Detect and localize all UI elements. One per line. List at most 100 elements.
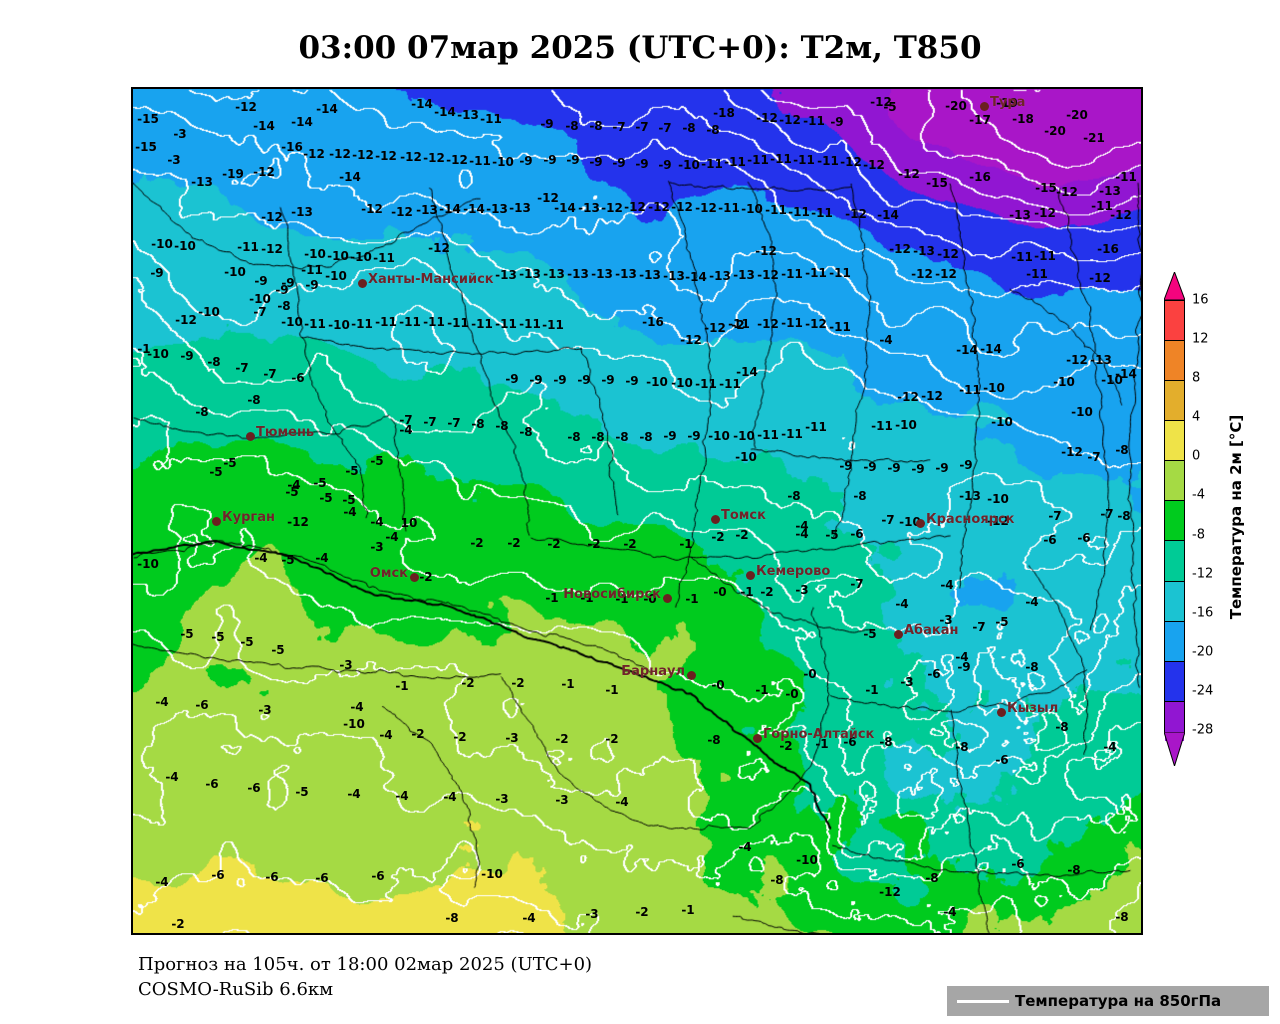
temperature-value-label: -12 xyxy=(175,313,197,327)
colorbar-over-arrow xyxy=(1163,270,1186,301)
temperature-value-label: -11 xyxy=(770,152,792,166)
temperature-value-label: -9 xyxy=(180,349,194,363)
temperature-value-label: -10 xyxy=(735,450,757,464)
temperature-value-label: -7 xyxy=(399,413,413,427)
temperature-value-label: -2 xyxy=(555,732,569,746)
temperature-value-label: -4 xyxy=(615,795,629,809)
temperature-value-label: -15 xyxy=(1035,181,1057,195)
temperature-value-label: -12 xyxy=(261,210,283,224)
temperature-value-label: -11 xyxy=(423,315,445,329)
temperature-value-label: -11 xyxy=(781,267,803,281)
temperature-value-label: -5 xyxy=(285,485,299,499)
temperature-value-label: -11 xyxy=(701,157,723,171)
temperature-value-label: -11 xyxy=(728,317,750,331)
temperature-value-label: -8 xyxy=(1025,660,1039,674)
temperature-value-label: -11 xyxy=(375,315,397,329)
temperature-value-label: -21 xyxy=(1083,131,1105,145)
temperature-value-label: -11 xyxy=(757,428,779,442)
temperature-value-label: -13 xyxy=(291,205,313,219)
temperature-value-label: -3 xyxy=(167,153,181,167)
temperature-value-label: -1 xyxy=(740,585,754,599)
temperature-value-label: -12 xyxy=(937,247,959,261)
temperature-value-label: -13 xyxy=(1090,353,1112,367)
temperature-value-label: -11 xyxy=(695,377,717,391)
temperature-value-label: -10 xyxy=(147,347,169,361)
temperature-value-label: -5 xyxy=(223,456,237,470)
temperature-value-label: -2 xyxy=(411,727,425,741)
temperature-value-label: -4 xyxy=(795,519,809,533)
temperature-value-label: -12 xyxy=(375,149,397,163)
temperature-value-label: -8 xyxy=(770,873,784,887)
temperature-value-label: -7 xyxy=(447,416,461,430)
temperature-value-label: -12 xyxy=(755,244,777,258)
colorbar-band xyxy=(1165,421,1184,462)
temperature-value-label: -4 xyxy=(1025,595,1039,609)
temperature-value-label: -9 xyxy=(957,660,971,674)
temperature-value-label: -13 xyxy=(663,269,685,283)
temperature-value-label: -9 xyxy=(863,460,877,474)
temperature-value-label: -5 xyxy=(240,635,254,649)
temperature-value-label: -0 xyxy=(711,678,725,692)
colorbar-under-arrow xyxy=(1163,731,1186,768)
temperature-value-label: -12 xyxy=(235,100,257,114)
temperature-value-label: -7 xyxy=(1100,507,1114,521)
temperature-value-label: -11 xyxy=(765,203,787,217)
temperature-value-label: -13 xyxy=(495,268,517,282)
temperature-value-label: -9 xyxy=(566,153,580,167)
temperature-value-label: -8 xyxy=(787,489,801,503)
temperature-value-label: -12 xyxy=(889,242,911,256)
temperature-value-label: -7 xyxy=(881,513,895,527)
city-dot-icon xyxy=(753,734,762,743)
temperature-value-label: -5 xyxy=(345,464,359,478)
city-label: Курган xyxy=(222,510,275,525)
temperature-value-label: -5 xyxy=(211,630,225,644)
colorbar-band xyxy=(1165,461,1184,502)
temperature-value-label: -10 xyxy=(671,376,693,390)
temperature-value-label: -4 xyxy=(1103,740,1117,754)
temperature-field-canvas xyxy=(133,89,1141,933)
city-label: Новосибирск xyxy=(563,587,661,602)
temperature-value-label: -13 xyxy=(709,269,731,283)
temperature-value-label: -12 xyxy=(400,150,422,164)
temperature-value-label: -11 xyxy=(1026,267,1048,281)
temperature-value-label: -4 xyxy=(165,770,179,784)
temperature-value-label: -9 xyxy=(589,155,603,169)
temperature-value-label: -8 xyxy=(591,430,605,444)
temperature-value-label: -6 xyxy=(265,870,279,884)
temperature-value-label: -5 xyxy=(180,627,194,641)
temperature-value-label: -2 xyxy=(507,536,521,550)
colorbar-tick-label: 4 xyxy=(1192,409,1201,425)
temperature-value-label: -11 xyxy=(1115,170,1137,184)
temperature-value-label: -10 xyxy=(328,318,350,332)
temperature-value-label: -12 xyxy=(261,242,283,256)
temperature-value-label: -4 xyxy=(385,530,399,544)
temperature-value-label: -4 xyxy=(254,551,268,565)
temperature-value-label: -10 xyxy=(895,418,917,432)
temperature-value-label: -11 xyxy=(871,419,893,433)
colorbar: 16 12 8 4 0 -4 -8 -12 -16 -20 -24 -28 Температура н… xyxy=(1158,270,1278,768)
temperature-value-label: -11 xyxy=(803,114,825,128)
temperature-value-label: -10 xyxy=(343,717,365,731)
temperature-value-label: -7 xyxy=(972,620,986,634)
city-label: Ханты-Мансийск xyxy=(368,272,494,287)
temperature-value-label: -4 xyxy=(795,527,809,541)
temperature-value-label: -12 xyxy=(423,151,445,165)
temperature-value-label: -5 xyxy=(883,100,897,114)
colorbar-tick-label: -4 xyxy=(1192,487,1205,503)
temperature-value-label: -12 xyxy=(1066,353,1088,367)
temperature-value-label: -1 xyxy=(815,737,829,751)
colorbar-tick-label: 0 xyxy=(1192,448,1201,464)
city-dot-icon xyxy=(916,519,925,528)
temperature-value-label: -4 xyxy=(879,333,893,347)
temperature-value-label: -14 xyxy=(736,365,758,379)
temperature-value-label: -14 xyxy=(956,343,978,357)
map-panel[interactable]: -15 -3 -12 -14 -14 -14 -14 -14 -13 -11 -9 -8 -8 -7 -7-… xyxy=(131,87,1143,935)
temperature-value-label: -8 xyxy=(1115,910,1129,924)
colorbar-tick-label: -8 xyxy=(1192,527,1205,543)
temperature-value-label: -1 xyxy=(561,677,575,691)
temperature-value-label: -14 xyxy=(434,105,456,119)
temperature-value-label: -2 xyxy=(511,676,525,690)
temperature-value-label: -8 xyxy=(853,489,867,503)
colorbar-tick-label: -20 xyxy=(1192,644,1214,660)
